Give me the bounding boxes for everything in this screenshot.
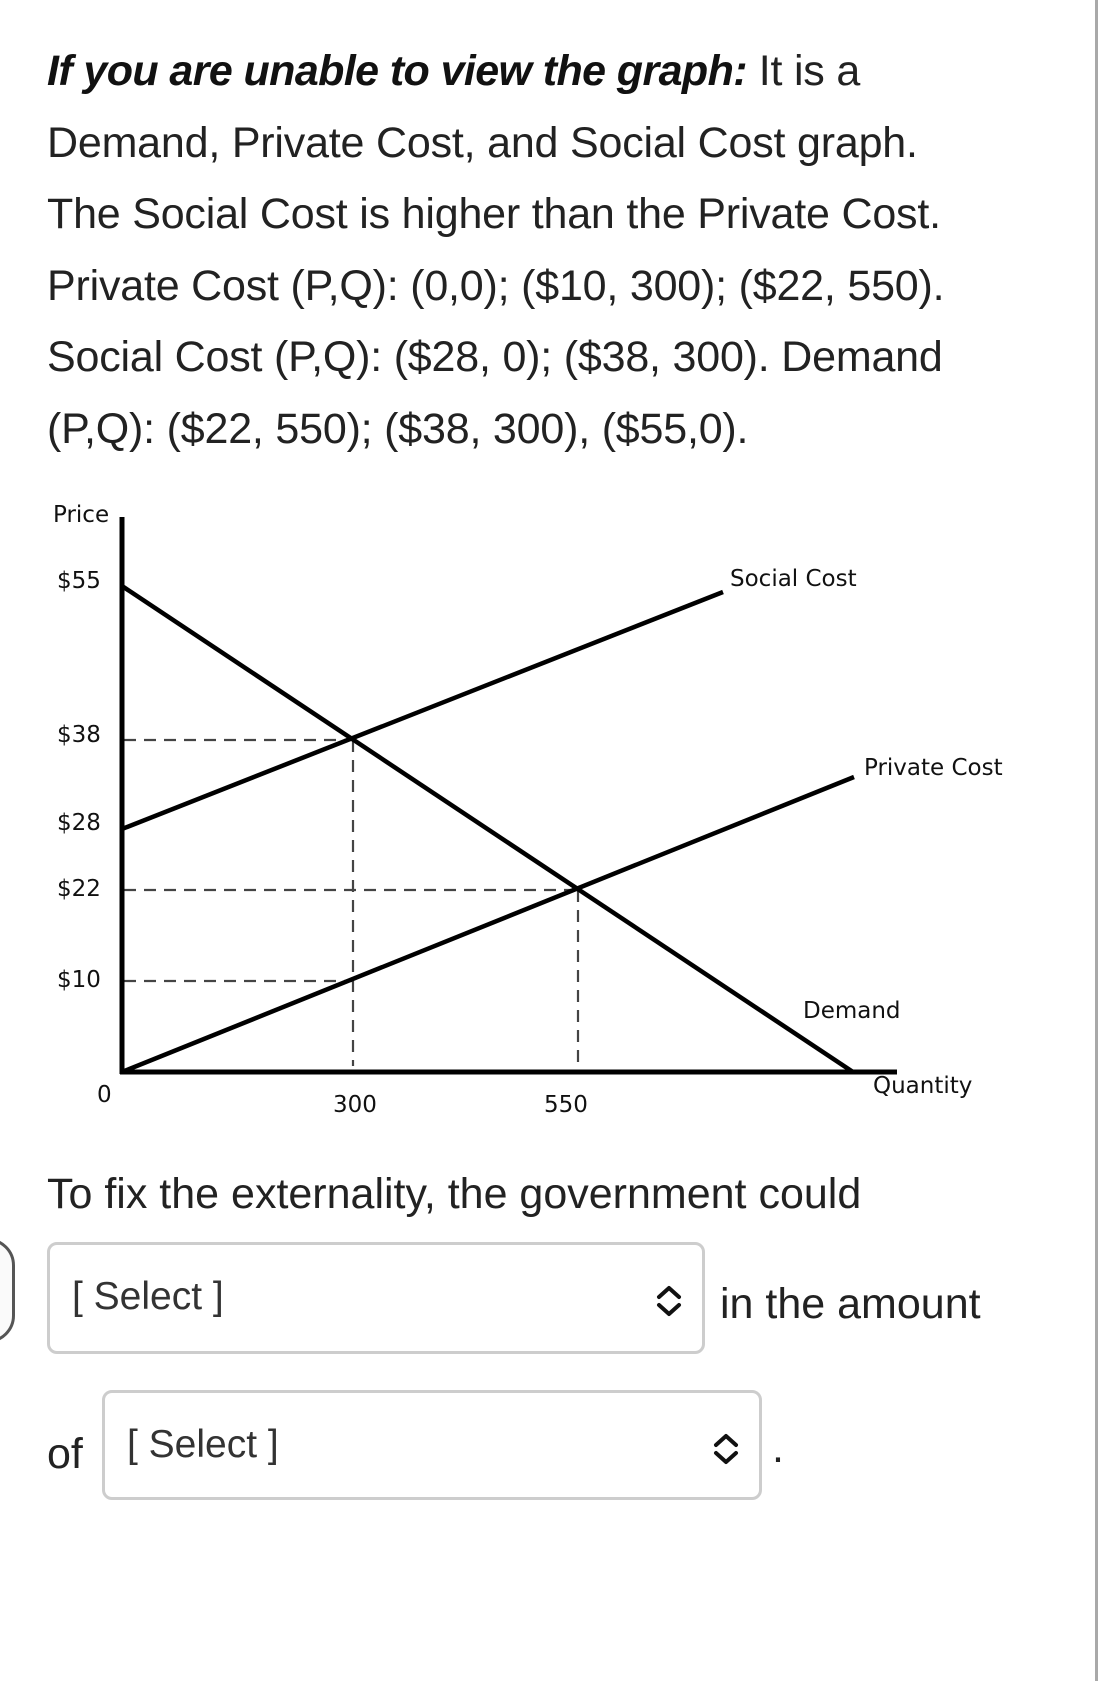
demand-line [120,584,855,1074]
edge-handle[interactable] [0,1238,15,1343]
social-cost-line [121,589,724,832]
private-cost-line [121,774,855,1075]
y-axis-label: Price [53,502,110,528]
externality-chart: Price $55 $38 $28 $22 $10 0 300 550 Quan… [0,480,1100,1130]
social-cost-label: Social Cost [730,566,857,592]
graph-description: If you are unable to view the graph: It … [47,47,945,453]
in-the-amount-text: in the amount [720,1280,981,1328]
amount-select[interactable]: [ Select ] [102,1390,762,1500]
question-prompt: To fix the externality, the government c… [47,1170,862,1218]
tick-x-550: 550 [544,1092,588,1118]
policy-select[interactable]: [ Select ] [47,1242,705,1354]
tick-y-28: $28 [57,810,101,836]
amount-select-value: [ Select ] [127,1423,279,1466]
updown-chevron-icon [657,1286,681,1316]
tick-x-0: 0 [97,1082,112,1108]
tick-y-22: $22 [57,876,101,902]
policy-select-value: [ Select ] [72,1275,224,1318]
description-lead: If you are unable to view the graph: [47,47,748,95]
tick-y-10: $10 [57,967,101,993]
private-cost-label: Private Cost [864,755,1003,781]
scrollbar-divider [1095,0,1098,1681]
tick-y-38: $38 [57,722,101,748]
end-period: . [772,1424,784,1472]
reference-lines [124,738,580,1066]
of-text: of [47,1430,83,1478]
chart-canvas [119,517,897,1075]
tick-y-55: $55 [57,568,101,594]
updown-chevron-icon [714,1434,738,1464]
x-axis-label: Quantity [873,1073,973,1099]
demand-label: Demand [803,998,901,1024]
tick-x-300: 300 [333,1092,377,1118]
